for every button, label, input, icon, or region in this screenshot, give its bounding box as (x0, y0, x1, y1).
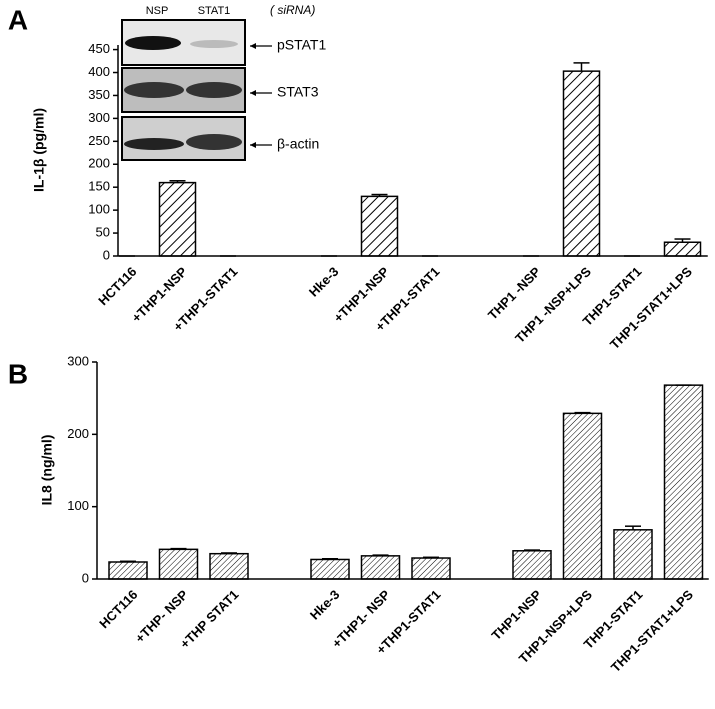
error-bar (674, 238, 691, 243)
bar (512, 550, 552, 580)
band-label: β-actin (277, 136, 319, 152)
lane-label: STAT1 (198, 5, 231, 17)
y-tick-label: 150 (88, 179, 110, 194)
band-label: STAT3 (277, 84, 319, 100)
bar (360, 195, 399, 257)
error-bar (322, 557, 338, 560)
y-axis-label: IL-1β (pg/ml) (31, 108, 47, 192)
bar (562, 70, 601, 257)
error-bar (625, 525, 641, 530)
inset-note: ( siRNA) (270, 3, 315, 17)
y-tick-label: 200 (67, 426, 89, 441)
bar (411, 557, 451, 580)
y-tick-label: 0 (103, 247, 110, 262)
error-bar (169, 180, 186, 183)
y-tick-label: 400 (88, 64, 110, 79)
error-bar (170, 547, 187, 550)
x-tick-label: HCT116 (96, 587, 140, 631)
bar (663, 384, 704, 580)
y-tick-label: 300 (67, 353, 89, 368)
bar (562, 412, 603, 580)
error-bar (524, 549, 540, 551)
error-bar (423, 556, 439, 559)
bar (158, 548, 199, 580)
y-tick-label: 250 (88, 133, 110, 148)
x-tick-label: HCT116 (95, 264, 139, 308)
error-bar (574, 411, 591, 414)
x-tick-label: Hke-3 (307, 587, 343, 623)
error-bar (221, 552, 237, 554)
panel-label: A (8, 4, 28, 35)
y-tick-label: 0 (82, 570, 89, 585)
bar (310, 558, 350, 580)
bar (360, 555, 401, 580)
band-label: pSTAT1 (277, 37, 326, 53)
bar (613, 529, 653, 580)
y-tick-label: 100 (67, 498, 89, 513)
error-bar (573, 62, 590, 72)
y-tick-label: 100 (88, 202, 110, 217)
error-bar (371, 193, 388, 197)
x-tick-label: Hke-3 (306, 264, 342, 300)
bar (209, 552, 249, 580)
y-tick-label: 450 (88, 41, 110, 56)
y-tick-label: 350 (88, 87, 110, 102)
error-bar (120, 560, 136, 563)
error-bar (372, 554, 389, 556)
y-tick-label: 200 (88, 156, 110, 171)
bar (108, 561, 148, 580)
lane-label: NSP (146, 5, 169, 17)
panel-label: B (8, 358, 28, 389)
bar (663, 241, 702, 257)
bar (158, 181, 197, 257)
y-tick-label: 300 (88, 110, 110, 125)
y-axis-label: IL8 (ng/ml) (39, 435, 55, 506)
y-tick-label: 50 (96, 225, 110, 240)
western-blot-inset: NSP STAT1 ( siRNA) pSTAT1 STAT3 β-actin (121, 3, 326, 161)
